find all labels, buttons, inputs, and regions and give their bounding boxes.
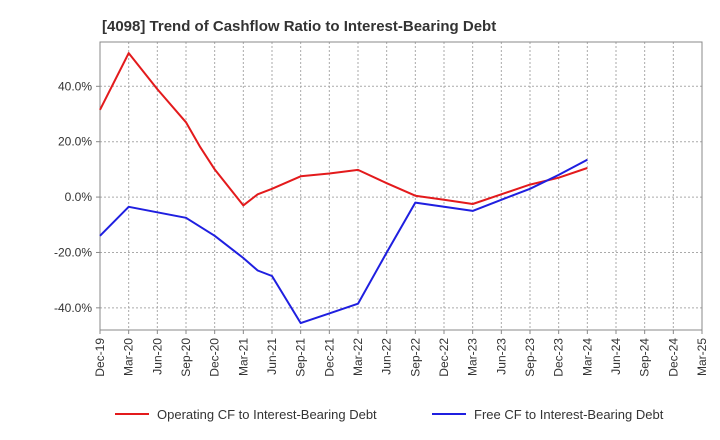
x-tick-label: Jun-21: [265, 338, 279, 375]
x-tick-label: Mar-22: [351, 338, 365, 376]
x-tick-label: Mar-25: [695, 338, 709, 376]
x-axis-ticks: Dec-19 Mar-20 Jun-20 Sep-20 Dec-20 Mar-21 Jun-…: [93, 330, 709, 377]
x-tick-label: Mar-24: [580, 338, 594, 376]
x-tick-label: Jun-20: [150, 338, 164, 375]
grid-lines: [100, 42, 702, 330]
x-tick-label: Jun-24: [609, 338, 623, 375]
x-tick-label: Mar-21: [236, 338, 250, 376]
legend-label: Operating CF to Interest-Bearing Debt: [157, 407, 377, 422]
chart-title: [4098] Trend of Cashflow Ratio to Intere…: [102, 18, 496, 35]
x-tick-label: Sep-22: [408, 338, 422, 377]
x-tick-label: Sep-20: [179, 338, 193, 377]
series-line-operating-cf: [99, 52, 588, 207]
y-tick-label: -20.0%: [54, 245, 92, 259]
x-tick-label: Jun-22: [380, 338, 394, 375]
x-tick-label: Dec-24: [666, 338, 680, 377]
x-tick-label: Dec-19: [93, 338, 107, 377]
x-tick-label: Jun-23: [494, 338, 508, 375]
y-tick-label: 20.0%: [58, 135, 92, 149]
x-tick-label: Sep-24: [638, 338, 652, 377]
y-tick-label: 40.0%: [58, 79, 92, 93]
x-tick-label: Mar-23: [466, 338, 480, 376]
y-axis-ticks: 40.0% 20.0% 0.0% -20.0% -40.0%: [54, 79, 100, 315]
x-tick-label: Sep-23: [523, 338, 537, 377]
x-tick-label: Dec-22: [437, 338, 451, 377]
legend: Operating CF to Interest-Bearing Debt Fre…: [115, 407, 664, 422]
x-tick-label: Dec-21: [322, 338, 336, 377]
series-line-free-cf: [99, 158, 588, 325]
series-lines: [99, 52, 588, 325]
y-tick-label: -40.0%: [54, 301, 92, 315]
x-tick-label: Mar-20: [122, 338, 136, 376]
legend-label: Free CF to Interest-Bearing Debt: [474, 407, 664, 422]
plot-area: [99, 41, 703, 331]
x-tick-label: Sep-21: [294, 338, 308, 377]
y-tick-label: 0.0%: [65, 190, 93, 204]
x-tick-label: Dec-20: [208, 338, 222, 377]
x-tick-label: Dec-23: [552, 338, 566, 377]
